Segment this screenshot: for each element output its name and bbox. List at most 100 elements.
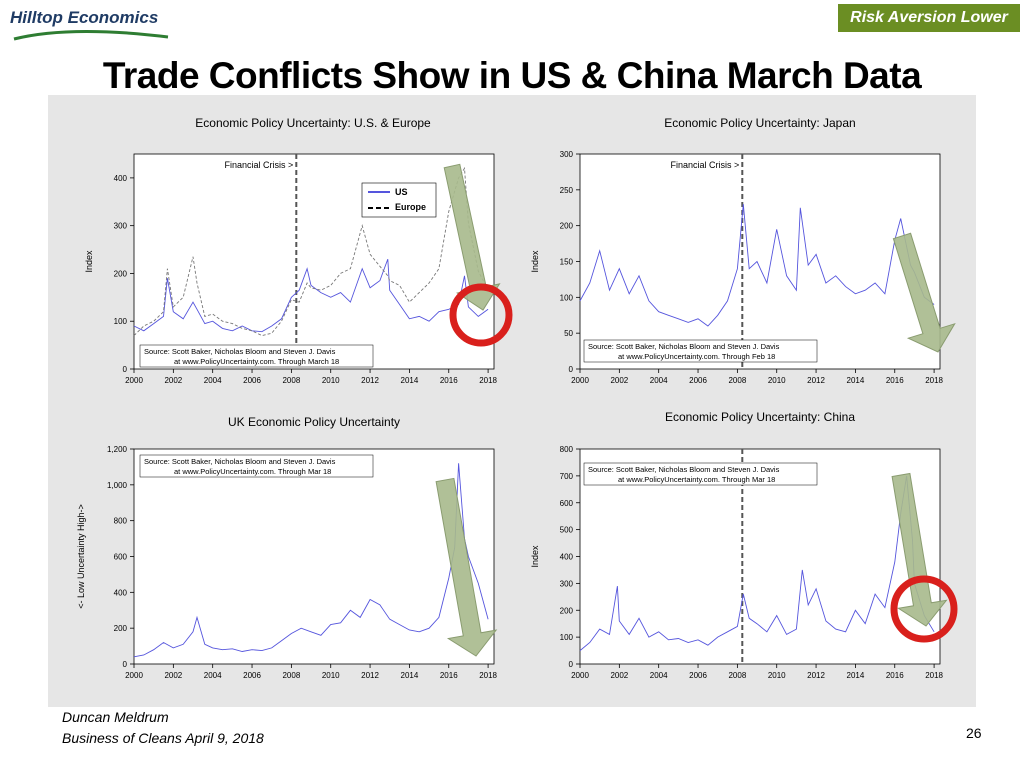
x-tick-label: 2008 — [728, 376, 746, 385]
y-axis-label: Index — [84, 250, 94, 273]
y-tick-label: 0 — [123, 365, 128, 374]
x-tick-label: 2012 — [361, 671, 379, 680]
y-tick-label: 0 — [123, 660, 128, 669]
x-tick-label: 2016 — [440, 376, 458, 385]
source-line-1: Source: Scott Baker, Nicholas Bloom and … — [144, 457, 336, 466]
y-tick-label: 200 — [560, 222, 574, 231]
y-tick-label: 600 — [560, 499, 574, 508]
y-axis-label: Index — [530, 250, 540, 273]
y-tick-label: 500 — [560, 526, 574, 535]
series-line-index — [133, 463, 489, 658]
y-tick-label: 700 — [560, 472, 574, 481]
y-axis-label: <- Low Uncertainty High-> — [76, 504, 86, 609]
x-tick-label: 2012 — [807, 671, 825, 680]
source-line-1: Source: Scott Baker, Nicholas Bloom and … — [144, 347, 336, 356]
x-tick-label: 2002 — [164, 671, 182, 680]
down-arrow-china — [891, 472, 948, 627]
y-tick-label: 800 — [114, 517, 128, 526]
legend-box — [361, 182, 437, 218]
footer-date: Business of Cleans April 9, 2018 — [62, 730, 264, 746]
x-tick-label: 2006 — [689, 671, 707, 680]
source-line-1: Source: Scott Baker, Nicholas Bloom and … — [588, 342, 780, 351]
x-tick-label: 2008 — [728, 671, 746, 680]
x-tick-label: 2018 — [925, 671, 943, 680]
x-tick-label: 2010 — [768, 376, 786, 385]
y-tick-label: 100 — [560, 633, 574, 642]
x-tick-label: 2006 — [243, 376, 261, 385]
financial-crisis-label: Financial Crisis > — [225, 160, 294, 170]
y-tick-label: 800 — [560, 445, 574, 454]
series-line-us — [133, 258, 489, 333]
x-tick-label: 2004 — [204, 671, 222, 680]
x-tick-label: 2004 — [204, 376, 222, 385]
footer-author: Duncan Meldrum — [62, 709, 169, 725]
plot-frame — [579, 153, 941, 370]
y-tick-label: 300 — [560, 150, 574, 159]
x-tick-label: 2018 — [925, 376, 943, 385]
x-tick-label: 2002 — [610, 376, 628, 385]
x-tick-label: 2010 — [768, 671, 786, 680]
chart-title: UK Economic Policy Uncertainty — [228, 415, 400, 429]
x-tick-label: 2012 — [807, 376, 825, 385]
legend-label-europe: Europe — [395, 202, 426, 212]
y-tick-label: 200 — [560, 606, 574, 615]
x-tick-label: 2002 — [610, 671, 628, 680]
y-tick-label: 1,200 — [107, 445, 128, 454]
series-line-europe — [133, 166, 489, 337]
y-axis-label: Index — [530, 545, 540, 568]
x-tick-label: 2016 — [440, 671, 458, 680]
source-box — [139, 454, 374, 478]
source-line-2: at www.PolicyUncertainty.com. Through Ma… — [174, 357, 339, 366]
x-tick-label: 2014 — [847, 671, 865, 680]
source-box — [139, 344, 374, 368]
y-tick-label: 400 — [114, 588, 128, 597]
chart-title: Economic Policy Uncertainty: Japan — [664, 116, 855, 130]
x-tick-label: 2010 — [322, 671, 340, 680]
x-tick-label: 2012 — [361, 376, 379, 385]
chart-title: Economic Policy Uncertainty: U.S. & Euro… — [195, 116, 431, 130]
slide-title: Trade Conflicts Show in US & China March… — [102, 55, 922, 96]
x-tick-label: 2000 — [571, 671, 589, 680]
x-tick-label: 2010 — [322, 376, 340, 385]
logo-swoosh — [13, 29, 169, 41]
page-number: 26 — [966, 725, 982, 741]
highlight-circle-us-europe — [449, 283, 513, 347]
y-tick-label: 0 — [569, 660, 574, 669]
y-tick-label: 0 — [569, 365, 574, 374]
y-tick-label: 300 — [114, 222, 128, 231]
x-tick-label: 2016 — [886, 671, 904, 680]
source-line-2: at www.PolicyUncertainty.com. Through Ma… — [174, 467, 331, 476]
x-tick-label: 2000 — [571, 376, 589, 385]
y-tick-label: 200 — [114, 269, 128, 278]
x-tick-label: 2006 — [243, 671, 261, 680]
x-tick-label: 2004 — [650, 671, 668, 680]
x-tick-label: 2008 — [282, 671, 300, 680]
x-tick-label: 2014 — [401, 671, 419, 680]
highlight-circle-china — [890, 575, 958, 643]
source-line-1: Source: Scott Baker, Nicholas Bloom and … — [588, 465, 780, 474]
x-tick-label: 2000 — [125, 671, 143, 680]
x-tick-label: 2006 — [689, 376, 707, 385]
x-tick-label: 2014 — [401, 376, 419, 385]
chart-title: Economic Policy Uncertainty: China — [665, 410, 855, 424]
y-tick-label: 250 — [560, 186, 574, 195]
x-tick-label: 2014 — [847, 376, 865, 385]
y-tick-label: 100 — [114, 317, 128, 326]
source-line-2: at www.PolicyUncertainty.com. Through Fe… — [618, 352, 775, 361]
x-tick-label: 2008 — [282, 376, 300, 385]
y-tick-label: 50 — [564, 329, 573, 338]
down-arrow-uk — [435, 477, 498, 657]
legend-label-us: US — [395, 187, 408, 197]
y-tick-label: 400 — [114, 174, 128, 183]
y-tick-label: 600 — [114, 553, 128, 562]
source-line-2: at www.PolicyUncertainty.com. Through Ma… — [618, 475, 775, 484]
series-line-index — [579, 204, 935, 327]
y-tick-label: 300 — [560, 579, 574, 588]
x-tick-label: 2004 — [650, 376, 668, 385]
x-tick-label: 2016 — [886, 376, 904, 385]
y-tick-label: 400 — [560, 553, 574, 562]
y-tick-label: 100 — [560, 293, 574, 302]
x-tick-label: 2018 — [479, 376, 497, 385]
source-box — [583, 462, 818, 486]
